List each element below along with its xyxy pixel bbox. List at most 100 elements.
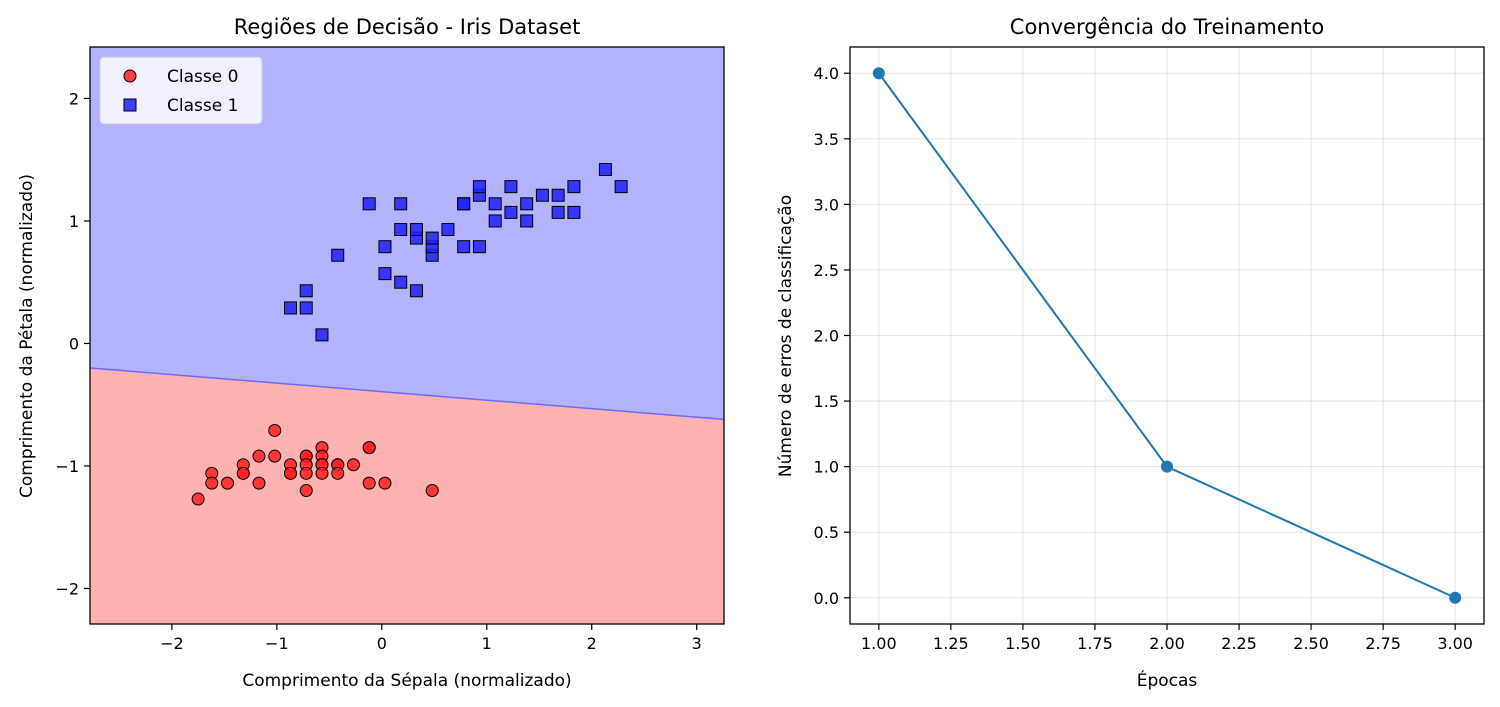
convergence-panel: 1.00 1.25 1.50 1.75 2.00 2.25 2.50 2.75 3.00 0.0… xyxy=(776,15,1485,691)
class-1-point xyxy=(551,188,565,202)
legend-label-class-0: Classe 0 xyxy=(167,67,238,87)
y-tick-label: 2.0 xyxy=(814,327,839,346)
class-1-point xyxy=(299,284,313,298)
class-0-points xyxy=(191,423,439,506)
class-1-point xyxy=(425,231,439,245)
grid xyxy=(850,47,1484,624)
class-1-point xyxy=(315,328,329,342)
errors-point xyxy=(1161,460,1173,473)
class-1-point xyxy=(457,240,471,254)
x-axis-ticks: 1.00 1.25 1.50 1.75 2.00 2.25 2.50 2.75 3.00 xyxy=(861,624,1473,653)
class-0-point xyxy=(299,483,313,497)
class-1-point xyxy=(535,188,549,202)
plot-frame xyxy=(89,46,725,625)
class-0-point xyxy=(252,449,266,463)
x-tick-label: 3 xyxy=(692,634,702,653)
errors-point xyxy=(872,67,885,80)
class-1-point xyxy=(504,180,518,194)
y-tick-label: −2 xyxy=(55,579,79,598)
class-0-point xyxy=(252,476,266,490)
class-1-point xyxy=(520,197,534,211)
y-tick-label: 3.0 xyxy=(814,195,839,214)
x-tick-label: 2.75 xyxy=(1365,634,1401,653)
x-tick-label: 0 xyxy=(377,634,387,653)
class-1-point xyxy=(457,197,471,211)
class-0-point xyxy=(221,476,235,490)
class-1-point xyxy=(567,180,581,194)
class-1-point xyxy=(614,180,628,194)
class-0-point xyxy=(331,466,345,480)
legend-marker-class-1 xyxy=(123,98,137,112)
decision-region-class-0 xyxy=(90,367,724,624)
legend-label-class-1: Classe 1 xyxy=(167,96,238,116)
class-1-point xyxy=(472,180,486,194)
errors-point xyxy=(1449,591,1462,604)
class-1-point xyxy=(520,214,534,228)
class-1-points xyxy=(283,163,628,342)
y-axis-ticks: −2 −1 0 1 2 xyxy=(55,89,90,598)
y-tick-label: 1.5 xyxy=(814,392,839,411)
legend-marker-class-0 xyxy=(123,69,137,83)
class-0-point xyxy=(191,492,205,506)
class-1-point xyxy=(551,205,565,219)
class-1-point xyxy=(567,205,581,219)
class-1-point xyxy=(283,301,297,315)
class-1-point xyxy=(504,205,518,219)
legend-box xyxy=(99,56,263,125)
x-tick-label: 2.25 xyxy=(1221,634,1257,653)
y-tick-label: 2 xyxy=(69,89,79,108)
legend: Classe 0 Classe 1 xyxy=(99,56,263,125)
class-1-point xyxy=(472,240,486,254)
class-0-point xyxy=(378,476,392,490)
y-tick-label: 3.5 xyxy=(814,130,839,149)
class-0-point xyxy=(346,458,360,472)
x-tick-label: 1.75 xyxy=(1077,634,1113,653)
class-0-point xyxy=(425,483,439,497)
class-1-point xyxy=(598,163,612,177)
class-1-point xyxy=(394,223,408,237)
class-0-point xyxy=(283,466,297,480)
x-axis-label: Épocas xyxy=(1137,669,1198,691)
class-1-point xyxy=(394,275,408,289)
class-0-point xyxy=(268,423,282,437)
class-0-point xyxy=(299,466,313,480)
x-tick-label: 2 xyxy=(587,634,597,653)
y-tick-label: 4.0 xyxy=(814,64,839,83)
decision-boundary xyxy=(90,367,724,421)
y-tick-label: 2.5 xyxy=(814,261,839,280)
class-1-point xyxy=(409,223,423,237)
y-tick-label: 0.0 xyxy=(814,589,839,608)
errors-points xyxy=(872,67,1462,604)
x-tick-label: 1.25 xyxy=(933,634,969,653)
class-0-point xyxy=(268,449,282,463)
class-0-point xyxy=(362,441,376,455)
x-tick-label: 1.00 xyxy=(861,634,897,653)
decision-regions-panel: −2 −1 0 1 2 3 −2 −1 0 1 2 Regiões de Decisão - Ir… xyxy=(17,15,725,691)
class-0-point xyxy=(315,466,329,480)
x-tick-label: 3.00 xyxy=(1437,634,1473,653)
class-0-point xyxy=(362,476,376,490)
class-1-point xyxy=(394,197,408,211)
y-axis-label: Número de erros de classificação xyxy=(776,195,796,477)
class-0-point xyxy=(236,466,250,480)
class-1-point xyxy=(331,248,345,262)
x-axis-label: Comprimento da Sépala (normalizado) xyxy=(242,671,571,691)
chart-title: Regiões de Decisão - Iris Dataset xyxy=(234,15,581,39)
class-1-point xyxy=(299,301,313,315)
chart-title: Convergência do Treinamento xyxy=(1010,15,1324,39)
y-tick-label: 0 xyxy=(69,334,79,353)
class-1-point xyxy=(378,240,392,254)
y-tick-label: 1 xyxy=(69,212,79,231)
y-tick-label: 1.0 xyxy=(814,458,839,477)
class-1-point xyxy=(378,267,392,281)
class-1-point xyxy=(441,223,455,237)
class-1-point xyxy=(362,197,376,211)
y-axis-label: Comprimento da Pétala (normalizado) xyxy=(17,174,37,498)
class-1-point xyxy=(488,197,502,211)
x-tick-label: 2.00 xyxy=(1149,634,1185,653)
x-tick-label: −2 xyxy=(160,634,184,653)
y-tick-label: 0.5 xyxy=(814,523,839,542)
x-axis-ticks: −2 −1 0 1 2 3 xyxy=(160,624,702,653)
x-tick-label: −1 xyxy=(265,634,289,653)
